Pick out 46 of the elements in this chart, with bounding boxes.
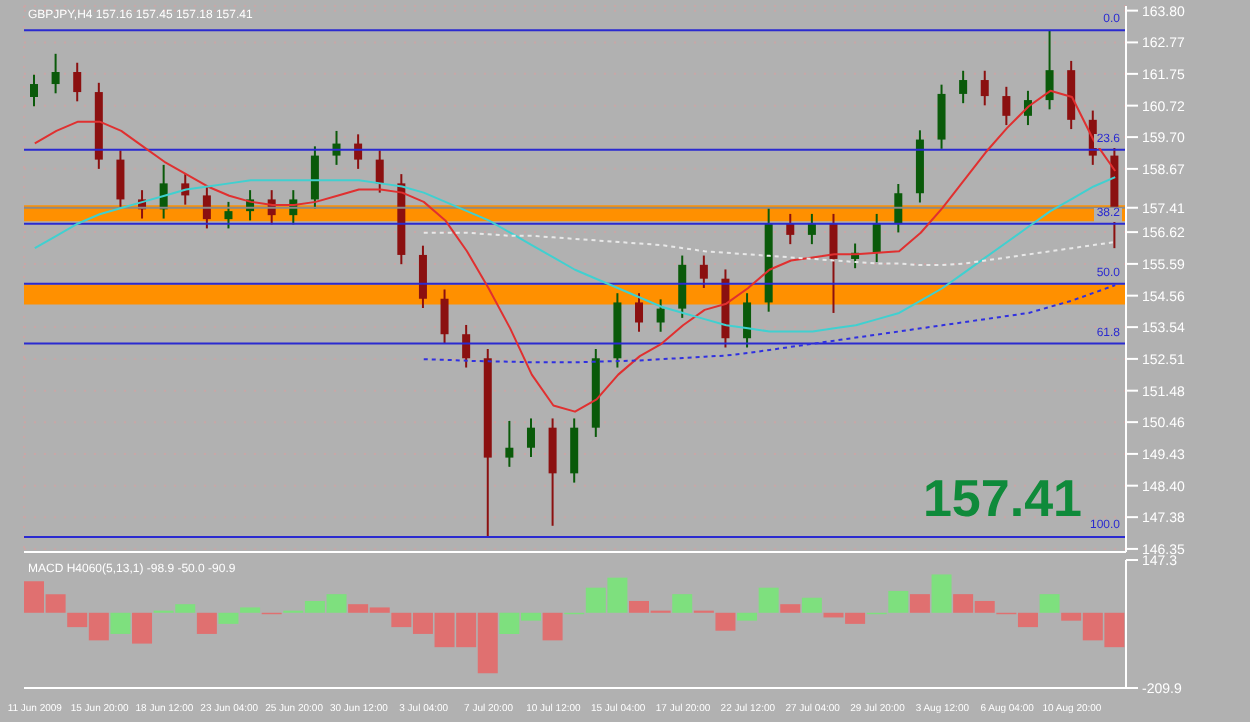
bar bbox=[672, 594, 693, 613]
candlestick bbox=[699, 254, 708, 289]
candlestick bbox=[462, 323, 471, 369]
candlestick bbox=[1002, 85, 1011, 127]
candlestick bbox=[872, 212, 881, 264]
candlestick bbox=[73, 61, 82, 103]
bar bbox=[758, 587, 779, 613]
candlestick bbox=[548, 417, 557, 527]
bar bbox=[909, 594, 930, 613]
line-series bbox=[422, 284, 1117, 364]
bar bbox=[196, 612, 217, 634]
candlestick bbox=[678, 254, 687, 319]
bar bbox=[542, 612, 563, 641]
candlestick bbox=[310, 145, 319, 210]
candlestick bbox=[1045, 29, 1054, 111]
bar bbox=[132, 612, 153, 644]
bar bbox=[888, 590, 909, 613]
candlestick bbox=[894, 182, 903, 234]
candlestick bbox=[829, 212, 838, 314]
bar bbox=[715, 612, 736, 631]
bar bbox=[110, 612, 131, 634]
candlestick bbox=[937, 83, 946, 150]
bar bbox=[780, 604, 801, 613]
candlestick bbox=[418, 244, 427, 309]
bar bbox=[931, 574, 952, 613]
candlestick bbox=[30, 73, 38, 108]
candlestick bbox=[570, 417, 579, 484]
candlestick bbox=[505, 419, 514, 468]
candlestick bbox=[959, 69, 968, 105]
candlestick bbox=[51, 52, 60, 95]
candlestick bbox=[743, 292, 752, 349]
annotation: 157.41 bbox=[922, 468, 1082, 530]
candlestick bbox=[224, 200, 233, 230]
bar bbox=[737, 612, 758, 621]
bar bbox=[240, 607, 261, 613]
candlestick bbox=[116, 149, 125, 210]
bar bbox=[218, 612, 239, 624]
bar bbox=[1039, 594, 1060, 613]
candlestick bbox=[635, 292, 644, 333]
candlestick bbox=[202, 185, 211, 230]
candlestick bbox=[440, 288, 449, 345]
candlestick bbox=[375, 149, 384, 194]
candlestick bbox=[526, 417, 535, 458]
candlestick bbox=[656, 298, 665, 333]
bar bbox=[801, 597, 822, 613]
candlestick bbox=[980, 69, 989, 107]
